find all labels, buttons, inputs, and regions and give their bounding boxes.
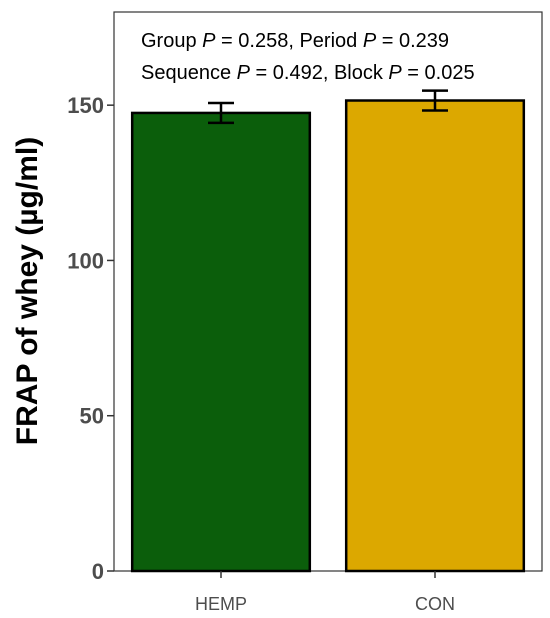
y-axis-label: FRAP of whey (µg/ml)	[11, 137, 44, 445]
x-tick-label-con: CON	[415, 594, 455, 614]
bar-con	[344, 99, 526, 573]
p-value-annotation-2: Sequence P = 0.492, Block P = 0.025	[141, 62, 475, 84]
y-tick-label-100: 100	[67, 248, 104, 273]
x-tick-label-hemp: HEMP	[195, 594, 247, 614]
y-tick-label-0: 0	[92, 559, 104, 584]
y-tick-label-50: 50	[80, 404, 104, 429]
y-tick-label-150: 150	[67, 93, 104, 118]
p-value-annotation-1: Group P = 0.258, Period P = 0.239	[141, 30, 449, 52]
bar-hemp	[130, 111, 312, 573]
